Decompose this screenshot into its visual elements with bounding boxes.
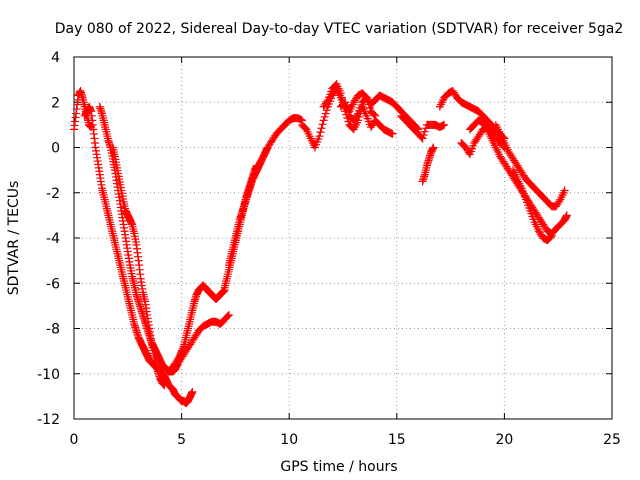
data-point-marker [440, 120, 449, 129]
y-tick-label: 0 [51, 141, 60, 157]
series-track-r [509, 166, 556, 245]
data-point-marker [342, 101, 351, 110]
data-point-marker [341, 98, 350, 107]
y-tick-label: -6 [46, 276, 60, 292]
x-axis-tick-labels: 0 5 10 15 20 25 [70, 432, 621, 448]
data-point-marker [560, 186, 569, 195]
y-axis-label: SDTVAR / TECUs [6, 181, 22, 296]
data-point-marker [344, 108, 353, 117]
data-points [70, 80, 571, 408]
data-point-marker [176, 351, 185, 360]
x-tick-label: 25 [603, 432, 621, 448]
data-point-marker [419, 131, 428, 140]
series-track-j [319, 80, 397, 138]
series-track-g [224, 114, 307, 270]
data-point-marker [317, 124, 326, 133]
data-point-marker [362, 93, 371, 102]
series-track-e [168, 310, 233, 374]
data-point-marker [252, 161, 261, 170]
data-point-marker [364, 100, 373, 109]
axis-ticks [73, 56, 613, 420]
data-point-marker [320, 112, 329, 121]
x-tick-label: 20 [495, 432, 513, 448]
data-point-marker [319, 116, 328, 125]
data-point-marker [547, 231, 556, 240]
x-axis-label: GPS time / hours [280, 459, 397, 475]
series-track-n [435, 86, 509, 143]
data-point-marker [429, 143, 438, 152]
y-tick-label: 4 [51, 50, 60, 66]
data-point-marker [337, 93, 346, 102]
data-point-marker [160, 381, 169, 390]
series-track-h [220, 161, 261, 292]
data-point-marker [322, 97, 331, 106]
data-point-marker [562, 211, 571, 220]
series-track-f [164, 281, 229, 376]
data-point-marker [388, 129, 397, 138]
y-tick-label: -12 [37, 412, 60, 428]
series-track-q [491, 120, 569, 211]
grid-lines [74, 57, 612, 419]
data-point-marker [336, 89, 345, 98]
data-point-marker [188, 387, 197, 396]
data-point-marker [352, 111, 361, 120]
data-point-marker [363, 97, 372, 106]
x-tick-label: 15 [388, 432, 406, 448]
y-tick-label: -10 [37, 367, 60, 383]
y-tick-label: -4 [46, 231, 60, 247]
data-point-marker [343, 105, 352, 114]
data-point-marker [223, 312, 232, 321]
data-point-marker [316, 128, 325, 137]
series-track-m [418, 143, 438, 186]
series-track-l [397, 111, 449, 143]
y-axis-tick-labels: -12 -10 -8 -6 -4 -2 0 2 4 [37, 50, 60, 428]
data-point-marker [418, 134, 427, 143]
series-track-d [108, 143, 169, 390]
data-point-marker [224, 310, 233, 319]
data-point-marker [420, 127, 429, 136]
y-tick-label: 2 [51, 95, 60, 111]
x-tick-label: 0 [70, 432, 79, 448]
x-tick-label: 5 [177, 432, 186, 448]
x-tick-label: 10 [280, 432, 298, 448]
y-tick-label: -2 [46, 186, 60, 202]
data-point-marker [371, 111, 380, 120]
data-point-marker [365, 103, 374, 112]
data-point-marker [315, 132, 324, 141]
chart-title: Day 080 of 2022, Sidereal Day-to-day VTE… [55, 21, 624, 37]
data-point-marker [546, 232, 555, 241]
data-point-marker [318, 120, 327, 129]
data-point-marker [370, 110, 379, 119]
y-tick-label: -8 [46, 322, 60, 338]
data-point-marker [321, 109, 330, 118]
series-track-k [336, 93, 380, 125]
